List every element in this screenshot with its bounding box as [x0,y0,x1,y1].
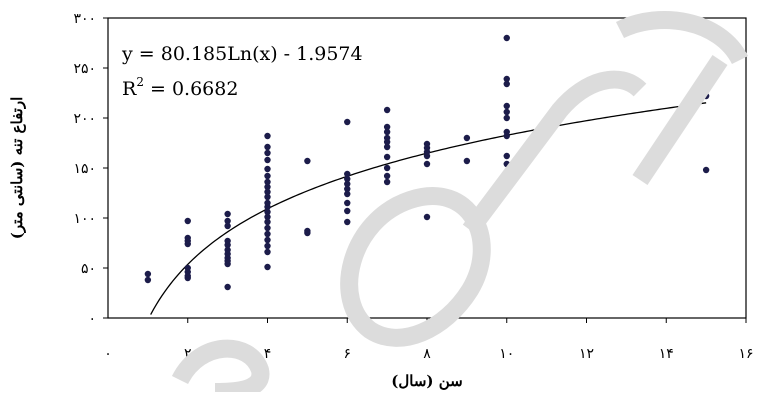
y-tick-label: ۱۰۰ [73,211,96,227]
data-point [344,180,351,188]
data-point [304,229,311,237]
data-point [383,178,391,186]
data-point [344,190,351,198]
x-tick-label: ۱۴ [659,346,674,362]
data-point [423,152,431,160]
data-point [184,240,191,248]
x-tick-label: ۶ [343,346,351,362]
x-tick-label: ۴ [264,346,272,362]
data-point [264,248,271,256]
data-point [702,166,710,174]
data-point [344,118,351,126]
data-point [383,164,391,172]
data-point [503,108,510,116]
data-point [423,213,431,221]
data-point [264,193,271,201]
data-point [224,260,231,268]
y-tick-label: ۲۰۰ [73,111,96,127]
data-point [144,270,152,278]
data-point [503,102,510,110]
data-point [264,230,271,238]
data-point [264,224,271,232]
data-point [224,210,231,218]
data-point [383,128,391,136]
data-point [264,188,271,196]
x-tick-label: ۱۲ [579,346,594,362]
data-point [383,143,391,151]
y-axis: ۰ ۵۰ ۱۰۰ ۱۵۰ ۲۰۰ ۲۵۰ ۳۰۰ [73,11,108,327]
data-point [383,123,391,131]
data-point [383,172,391,180]
data-point [264,218,271,226]
data-point [184,274,191,282]
y-tick-label: ۳۰۰ [73,11,96,27]
y-tick-label: ۲۵۰ [73,61,96,77]
y-tick-label: ۱۵۰ [73,161,96,177]
data-point [224,217,231,225]
data-point [344,218,351,226]
y-axis-title: ارتفاع تنه (سانتی متر) [8,97,26,239]
data-point [344,199,351,207]
data-point [224,283,231,291]
data-point [224,222,231,230]
data-point [264,132,271,140]
data-point [344,207,351,215]
data-point [264,203,271,211]
data-point [144,276,152,284]
equation-label: y = 80.185Ln(x) - 1.9574 [121,43,363,65]
data-point [503,80,510,88]
data-point [503,34,510,42]
x-tick-label: ۸ [423,346,431,362]
x-tick-label: ۱۰ [499,346,514,362]
data-point [344,175,351,183]
data-point [264,208,271,216]
data-point [224,241,231,249]
x-tick-label: ۱۶ [738,346,753,362]
data-point [463,157,471,165]
trendline-layer [150,102,707,315]
data-point [264,165,271,173]
data-point [503,132,510,140]
data-point [304,157,311,165]
data-point [264,172,271,180]
data-point [383,153,391,161]
r-squared-label: R2 = 0.6682 [122,75,238,100]
data-point [383,138,391,146]
data-point [383,106,391,114]
y-tick-label: ۰ [88,311,96,327]
data-point [503,160,510,168]
data-point [503,114,510,122]
data-point [264,263,271,271]
data-point [423,160,431,168]
data-point [264,242,271,250]
data-point [264,143,271,151]
data-point [264,236,271,244]
data-point [503,180,510,188]
data-point [463,134,471,142]
data-point [264,149,271,157]
data-point [264,156,271,164]
data-point [503,152,510,160]
data-point [264,178,271,186]
data-point [264,213,271,221]
y-tick-label: ۵۰ [81,261,96,277]
x-tick-label: ۲ [184,346,192,362]
x-axis-title: سن (سال) [391,372,462,390]
x-tick-label: ۰ [104,346,112,362]
data-point [702,92,710,100]
trendline [150,102,707,315]
data-points [144,34,710,291]
data-point [344,170,351,178]
data-point [264,183,271,191]
data-point [184,217,191,225]
x-axis: ۰ ۲ ۴ ۶ ۸ ۱۰ ۱۲ ۱۴ ۱۶ [104,318,754,362]
